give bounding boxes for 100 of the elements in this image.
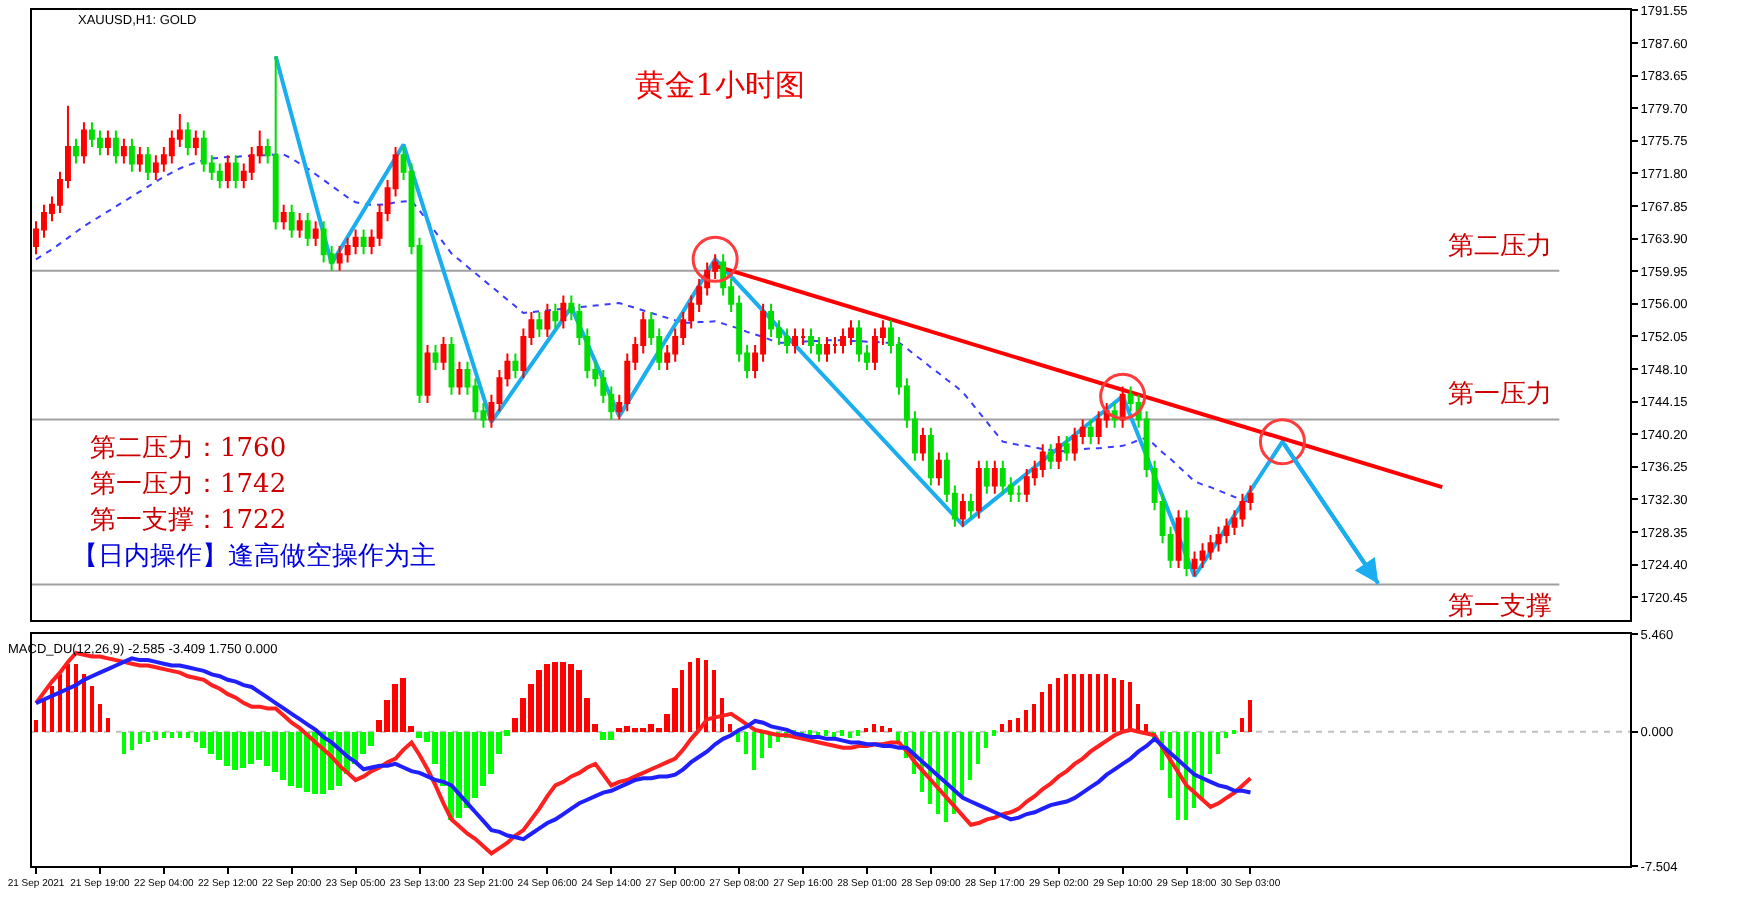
bar (42, 700, 46, 732)
bar (736, 732, 740, 742)
candlestick (808, 327, 814, 355)
bar (840, 730, 844, 736)
candlestick (1087, 418, 1094, 446)
candlestick (200, 129, 207, 173)
bar (34, 720, 38, 732)
bar (178, 732, 182, 738)
bar (960, 732, 964, 798)
bar (1240, 718, 1244, 732)
bar (400, 678, 406, 732)
bar (1016, 718, 1020, 732)
line-series (35, 153, 1252, 504)
bar (456, 732, 462, 818)
bar (1056, 678, 1060, 732)
bar (848, 732, 852, 738)
candlestick (991, 459, 998, 495)
candlestick (440, 335, 447, 371)
candlestick (136, 146, 143, 173)
candlestick (1199, 542, 1206, 569)
candlestick (1015, 484, 1022, 503)
bar (1040, 692, 1044, 732)
bar (696, 658, 700, 732)
candlestick (832, 335, 838, 355)
bar (256, 732, 262, 760)
bar (1120, 680, 1124, 732)
bar (968, 732, 972, 780)
bar (264, 732, 270, 766)
bar (976, 732, 980, 764)
candlestick (1207, 533, 1214, 561)
candlestick (232, 154, 239, 190)
bar (1080, 674, 1084, 732)
candlestick (848, 319, 854, 347)
candlestick (104, 129, 111, 157)
bar (1112, 678, 1116, 732)
candlestick (560, 294, 567, 330)
candlestick (1175, 509, 1182, 569)
candlestick (184, 121, 191, 157)
bar (138, 732, 142, 744)
bar (624, 726, 630, 732)
candlestick (983, 459, 990, 495)
candlestick (1095, 410, 1102, 446)
ref-line-label: 第一支撑 (1448, 592, 1552, 622)
bar (704, 660, 708, 732)
candlestick (312, 220, 319, 248)
candlestick (784, 327, 791, 355)
ref-line-label: 第二压力 (1448, 232, 1552, 262)
bar (122, 732, 126, 754)
bar (194, 732, 198, 742)
candlestick (768, 302, 775, 338)
candlestick (935, 451, 942, 487)
candlestick (999, 459, 1006, 495)
bar (992, 730, 996, 736)
candlestick (1239, 492, 1246, 528)
bar (1128, 682, 1132, 732)
bar (728, 724, 732, 732)
candlestick (816, 335, 822, 363)
bar (648, 724, 654, 732)
bar (760, 732, 764, 758)
candlestick (512, 352, 519, 380)
bar (224, 732, 230, 766)
candlestick (959, 492, 966, 528)
candlestick (871, 327, 878, 371)
bar (1032, 704, 1036, 732)
bar (1064, 674, 1068, 732)
candlestick (536, 311, 543, 338)
bar (130, 732, 134, 750)
bar (232, 732, 238, 770)
annotation: 【日内操作】逢高做空操作为主 (72, 540, 436, 572)
candlestick (144, 146, 151, 182)
bar (66, 664, 70, 732)
bar (186, 732, 190, 738)
candlestick (456, 360, 463, 396)
bar (106, 718, 110, 732)
candlestick (919, 426, 926, 462)
bar (856, 730, 860, 736)
candlestick (967, 492, 974, 520)
candlestick (112, 129, 119, 165)
candlestick (448, 335, 455, 396)
candlestick (280, 203, 287, 231)
bar (680, 670, 684, 732)
bar (1144, 724, 1148, 732)
bar (200, 732, 206, 748)
bar (208, 732, 214, 754)
bar (1136, 704, 1140, 732)
candlestick (1047, 443, 1054, 470)
bar (312, 732, 318, 794)
bar (552, 662, 558, 732)
candlestick (224, 154, 231, 190)
bar (1200, 732, 1204, 798)
annotation: 第一支撑：1722 (90, 506, 287, 536)
candlestick (304, 212, 311, 248)
bar (272, 732, 278, 772)
bar (1088, 674, 1092, 732)
bar (824, 730, 828, 736)
bar (288, 732, 294, 786)
candlestick (1023, 467, 1030, 503)
bar (712, 670, 716, 732)
candlestick (552, 302, 559, 330)
text: 黄金1小时图 (635, 66, 805, 103)
